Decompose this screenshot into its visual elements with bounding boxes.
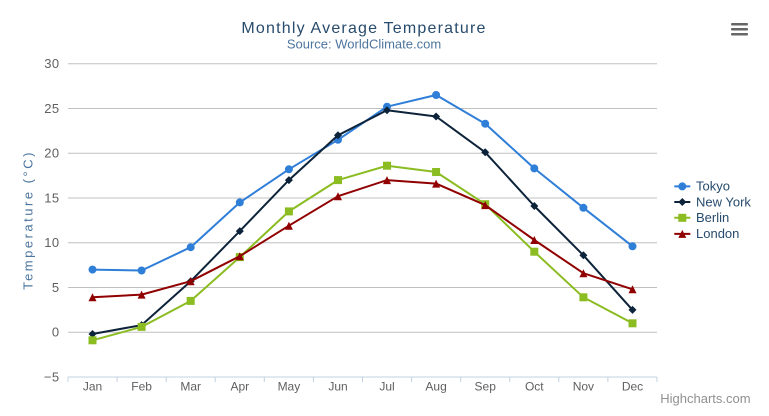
svg-text:Monthly Average Temperature: Monthly Average Temperature — [241, 20, 486, 37]
svg-text:Apr: Apr — [230, 380, 249, 394]
svg-text:20: 20 — [44, 146, 59, 161]
svg-text:15: 15 — [44, 191, 59, 206]
svg-text:Dec: Dec — [622, 380, 643, 394]
svg-text:Nov: Nov — [573, 380, 594, 394]
svg-text:New York: New York — [696, 194, 751, 209]
svg-text:May: May — [278, 380, 301, 394]
svg-text:Feb: Feb — [131, 380, 152, 394]
svg-text:Jul: Jul — [379, 380, 394, 394]
svg-text:25: 25 — [44, 101, 59, 116]
svg-text:Oct: Oct — [525, 380, 544, 394]
svg-text:Jan: Jan — [83, 380, 102, 394]
svg-text:Mar: Mar — [180, 380, 201, 394]
svg-text:Source: WorldClimate.com: Source: WorldClimate.com — [287, 37, 441, 52]
svg-text:Sep: Sep — [475, 380, 497, 394]
svg-text:Aug: Aug — [425, 380, 446, 394]
svg-text:10: 10 — [44, 235, 59, 250]
svg-text:Jun: Jun — [328, 380, 347, 394]
svg-text:Highcharts.com: Highcharts.com — [660, 391, 750, 406]
svg-text:30: 30 — [44, 56, 59, 71]
svg-text:Berlin: Berlin — [696, 210, 729, 225]
svg-text:Tokyo: Tokyo — [696, 179, 730, 194]
svg-text:0: 0 — [52, 325, 60, 340]
svg-text:5: 5 — [52, 280, 60, 295]
svg-text:−5: −5 — [44, 370, 60, 385]
svg-text:London: London — [696, 226, 739, 241]
svg-text:Temperature (°C): Temperature (°C) — [21, 150, 36, 290]
